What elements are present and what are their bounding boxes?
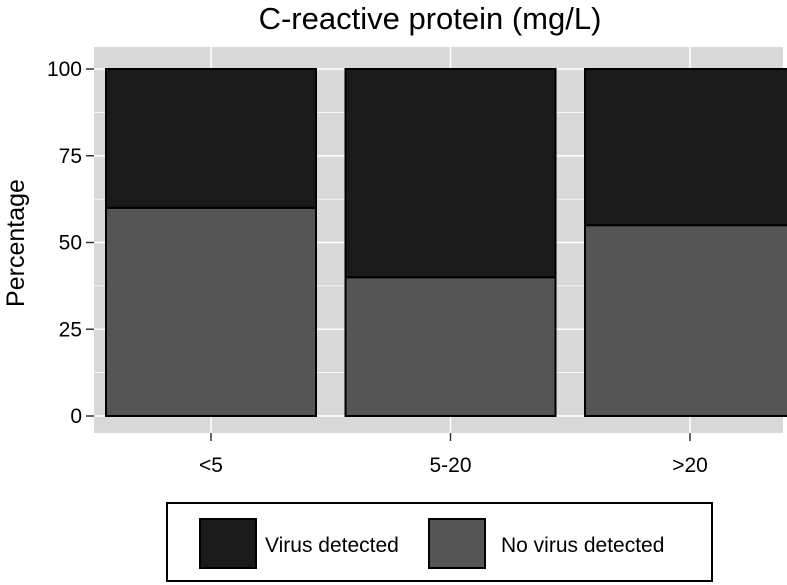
chart-title: C-reactive protein (mg/L): [259, 1, 602, 36]
y-axis-label: Percentage: [2, 179, 30, 307]
bar-no-virus-detected: [105, 206, 317, 417]
y-tick-label: 100: [47, 58, 82, 81]
x-tick-label: >20: [672, 454, 708, 477]
x-tick-label: <5: [199, 454, 223, 477]
legend-label: Virus detected: [265, 534, 399, 557]
bar-no-virus-detected: [584, 224, 787, 417]
plot-area: 0 25 50 75 100 <5 5-20 >20: [47, 47, 787, 477]
bar-virus-detected: [344, 68, 557, 279]
y-tick-label: 50: [59, 232, 82, 255]
y-tick-label: 75: [59, 145, 82, 168]
bar-virus-detected: [584, 68, 787, 227]
x-tick-label: 5-20: [429, 454, 471, 477]
bar-no-virus-detected: [344, 276, 557, 418]
y-tick-label: 0: [70, 405, 82, 428]
legend-swatch: [428, 518, 486, 569]
legend: Virus detected No virus detected: [166, 502, 713, 582]
bar-virus-detected: [105, 68, 317, 209]
y-tick-label: 25: [59, 318, 82, 341]
legend-swatch: [199, 518, 257, 569]
legend-label: No virus detected: [501, 534, 664, 557]
